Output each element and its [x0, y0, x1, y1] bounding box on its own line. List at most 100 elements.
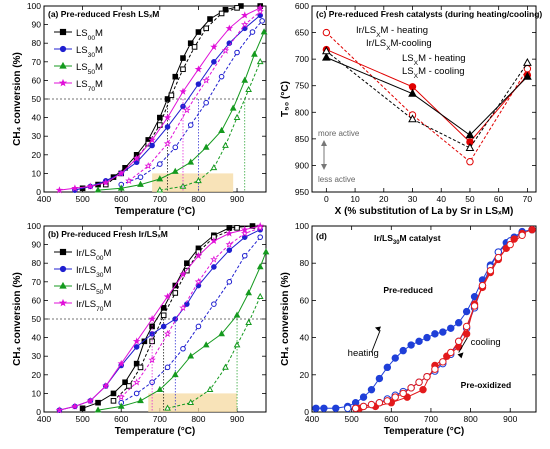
y-tick-label: 80 — [300, 258, 310, 268]
legend-label: Ir/LS50M — [76, 282, 111, 296]
heating-point — [117, 184, 125, 191]
arrow-head-down — [321, 164, 327, 170]
y-tick-label: 100 — [295, 221, 309, 231]
legend-label-tail: M - heating — [418, 53, 466, 64]
heating-point — [184, 301, 190, 307]
cooling-line — [120, 236, 261, 404]
panel-c-chart: 0 10 20 30 40 50 60 70 600 650 700 750 800 850 900 950 X… — [280, 1, 542, 217]
cooling-point — [241, 252, 248, 259]
heating-point — [94, 406, 102, 413]
y-tick-label: 50 — [32, 314, 42, 324]
legend-entry: LS50M — [54, 61, 103, 76]
plot-frame — [311, 5, 537, 193]
y-tick-label: 40 — [32, 333, 42, 343]
plot-frame — [311, 225, 537, 413]
heating-point — [225, 24, 233, 32]
legend-entry: LS00M — [54, 28, 103, 42]
cooling-point — [218, 73, 225, 80]
cooling-point — [226, 279, 233, 285]
x-tick-label: 10 — [350, 194, 360, 204]
series-ir-ls70m — [55, 222, 264, 414]
y-tick-label: 650 — [295, 28, 309, 38]
legend-label-main: Ir/LS — [76, 248, 96, 259]
x-tick-label: 70 — [523, 194, 533, 204]
conversion-point — [359, 393, 368, 401]
heating-point — [179, 270, 187, 278]
conversion-point — [447, 324, 455, 332]
x-tick-label: 900 — [503, 414, 517, 424]
legend-label-sub: X — [376, 32, 381, 39]
panel-b-chart: 400 500 600 700 800 900 0 10 20 30 40 50 60 70 80 90 100… — [12, 221, 270, 437]
y-tick-label: 900 — [295, 160, 309, 170]
cooling-line — [159, 61, 261, 191]
y-axis-label: T₅₀ (°C) — [280, 81, 291, 117]
legend-label-sub: 00 — [96, 255, 104, 262]
t50-point — [465, 143, 475, 151]
x-axis-label: Temperature (°C) — [115, 426, 196, 437]
cooling-point — [187, 122, 194, 128]
cooling-point — [125, 176, 133, 185]
label-pre-reduced: Pre-reduced — [383, 285, 433, 295]
series-lsxm-heating — [321, 52, 532, 139]
y-tick-label: 40 — [300, 333, 310, 343]
conversion-point — [391, 393, 399, 401]
conversion-point — [486, 266, 495, 275]
t50-line — [326, 57, 528, 136]
legend-label-sub: 00 — [88, 35, 96, 42]
cooling-point — [132, 378, 141, 386]
y-tick-label: 0 — [36, 407, 41, 417]
x-tick-label: 700 — [153, 414, 167, 424]
y-tick-label: 10 — [32, 168, 42, 178]
cooling-point — [218, 10, 225, 17]
heating-point — [211, 264, 217, 270]
cooling-point — [179, 182, 187, 189]
cooling-point — [194, 277, 203, 285]
legend-marker — [59, 45, 67, 53]
y-tick-label: 600 — [295, 1, 309, 11]
series-ir-ls50m — [94, 248, 270, 413]
heating-point — [101, 382, 110, 390]
conversion-point — [478, 281, 487, 290]
annotation-more-active: more active — [318, 129, 360, 138]
legend-label-tail: M — [95, 45, 103, 56]
x-tick-label: 30 — [408, 194, 418, 204]
cooling-point — [163, 329, 172, 338]
y-tick-label: 90 — [32, 240, 42, 250]
t50-point — [465, 130, 475, 139]
cooling-point — [245, 318, 253, 326]
series-ir-lsxm-cooling — [322, 28, 532, 166]
conversion-point — [447, 348, 455, 357]
legend-label: LSXM - cooling — [402, 66, 465, 80]
cooling-point — [137, 174, 144, 180]
conversion-point — [494, 253, 503, 262]
cooling-point — [180, 345, 186, 352]
x-tick-label: 20 — [379, 194, 389, 204]
conversion-point — [431, 330, 439, 338]
y-tick-label: 90 — [32, 20, 42, 30]
legend-label-main: LS — [76, 79, 88, 90]
y-tick-label: 20 — [32, 370, 42, 380]
cooling-point — [240, 229, 249, 237]
series-ls00m — [79, 3, 264, 192]
y-tick-label: 10 — [32, 388, 42, 398]
cooling-point — [256, 223, 264, 232]
conversion-point — [415, 378, 423, 386]
conversion-point — [367, 400, 376, 409]
y-tick-label: 70 — [32, 57, 42, 67]
legend-label-tail: M-cooling — [391, 38, 432, 49]
heating-point — [133, 360, 140, 367]
cooling-point — [222, 363, 229, 370]
legend-label: Ir/LSXM - heating — [356, 25, 428, 39]
legend-label: LS30M — [76, 45, 103, 59]
heating-point — [164, 124, 171, 130]
cooling-line — [105, 7, 238, 186]
heating-line — [98, 251, 267, 411]
legend-label: LS00M — [76, 28, 103, 42]
cooling-point — [163, 139, 172, 147]
heating-point — [132, 337, 141, 345]
heating-point — [122, 379, 128, 386]
heating-point — [207, 16, 213, 22]
cooling-point — [157, 161, 163, 167]
inner-title-sub: 30 — [393, 240, 400, 246]
conversion-point — [320, 404, 328, 412]
